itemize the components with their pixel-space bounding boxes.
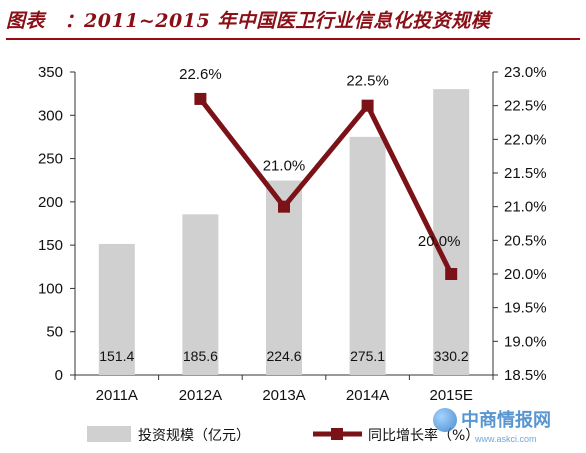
y-right-tick-label: 21.0% (504, 199, 547, 216)
y-left-tick-label: 350 (38, 64, 63, 81)
x-tick-label: 2011A (96, 387, 138, 404)
bar-value-label: 224.6 (266, 348, 301, 364)
y-left-tick-label: 100 (38, 280, 63, 297)
legend-bar-label: 投资规模（亿元） (138, 428, 250, 444)
growth-rate-label: 22.5% (346, 73, 389, 90)
bar-2015E (433, 89, 470, 375)
watermark-brand: 中商情报网 (461, 410, 551, 431)
combo-chart: 0 50 100 150 200 250 300 350 18.5% 19.0% 19.5% 20.0… (38, 64, 547, 444)
bar-2013A (266, 180, 302, 375)
growth-rate-label: 22.6% (179, 66, 222, 83)
y-right-tick-label: 21.5% (504, 165, 547, 182)
bar-value-label: 151.4 (99, 348, 134, 364)
chart-title: 图表 ：2011~2015 年中国医卫行业信息化投资规模 (6, 10, 491, 32)
y-right-tick-label: 19.5% (504, 300, 547, 317)
watermark-site: www.askci.com (475, 434, 537, 444)
title-bar: 图表 ：2011~2015 年中国医卫行业信息化投资规模 (6, 0, 580, 40)
y-left-tick-label: 0 (55, 367, 63, 384)
y-right-tick-label: 20.0% (504, 266, 547, 283)
y-right-tick-label: 19.0% (504, 333, 547, 350)
y-left-tick-label: 150 (38, 237, 63, 254)
growth-rate-marker (361, 99, 374, 112)
x-tick-label: 2012A (179, 387, 222, 404)
legend-bar-swatch (87, 426, 131, 442)
y-left-tick-label: 50 (46, 324, 63, 341)
y-right-tick-label: 20.5% (504, 232, 547, 249)
bar-2014A (349, 136, 386, 375)
bar-2012A (182, 214, 219, 375)
bar-value-label: 330.2 (434, 348, 469, 364)
growth-rate-line (198, 97, 454, 276)
watermark: 中商情报网 www.askci.com (425, 404, 585, 452)
bar-2011A (98, 243, 135, 375)
watermark-logo-icon (433, 408, 457, 432)
bar-value-label: 185.6 (183, 348, 218, 364)
growth-rate-marker (194, 92, 207, 105)
y-left-tick-label: 200 (38, 194, 63, 211)
growth-rate-label: 20.0% (418, 233, 461, 250)
y-right-tick-label: 23.0% (504, 64, 547, 81)
y-right-tick-label: 22.0% (504, 131, 547, 148)
y-left-tick-label: 250 (38, 151, 63, 168)
x-tick-label: 2015E (430, 387, 473, 404)
y-right-tick-label: 18.5% (504, 367, 547, 384)
legend-line-marker (331, 428, 343, 440)
growth-rate-label: 21.0% (263, 158, 306, 175)
x-tick-label: 2013A (262, 387, 305, 404)
legend-line-label: 同比增长率（%） (368, 427, 479, 444)
growth-rate-marker (445, 268, 458, 280)
y-right-tick-label: 22.5% (504, 98, 547, 115)
bar-value-label: 275.1 (350, 348, 385, 364)
growth-rate-marker (278, 200, 290, 213)
y-left-tick-label: 300 (38, 107, 63, 124)
x-tick-label: 2014A (346, 387, 389, 404)
